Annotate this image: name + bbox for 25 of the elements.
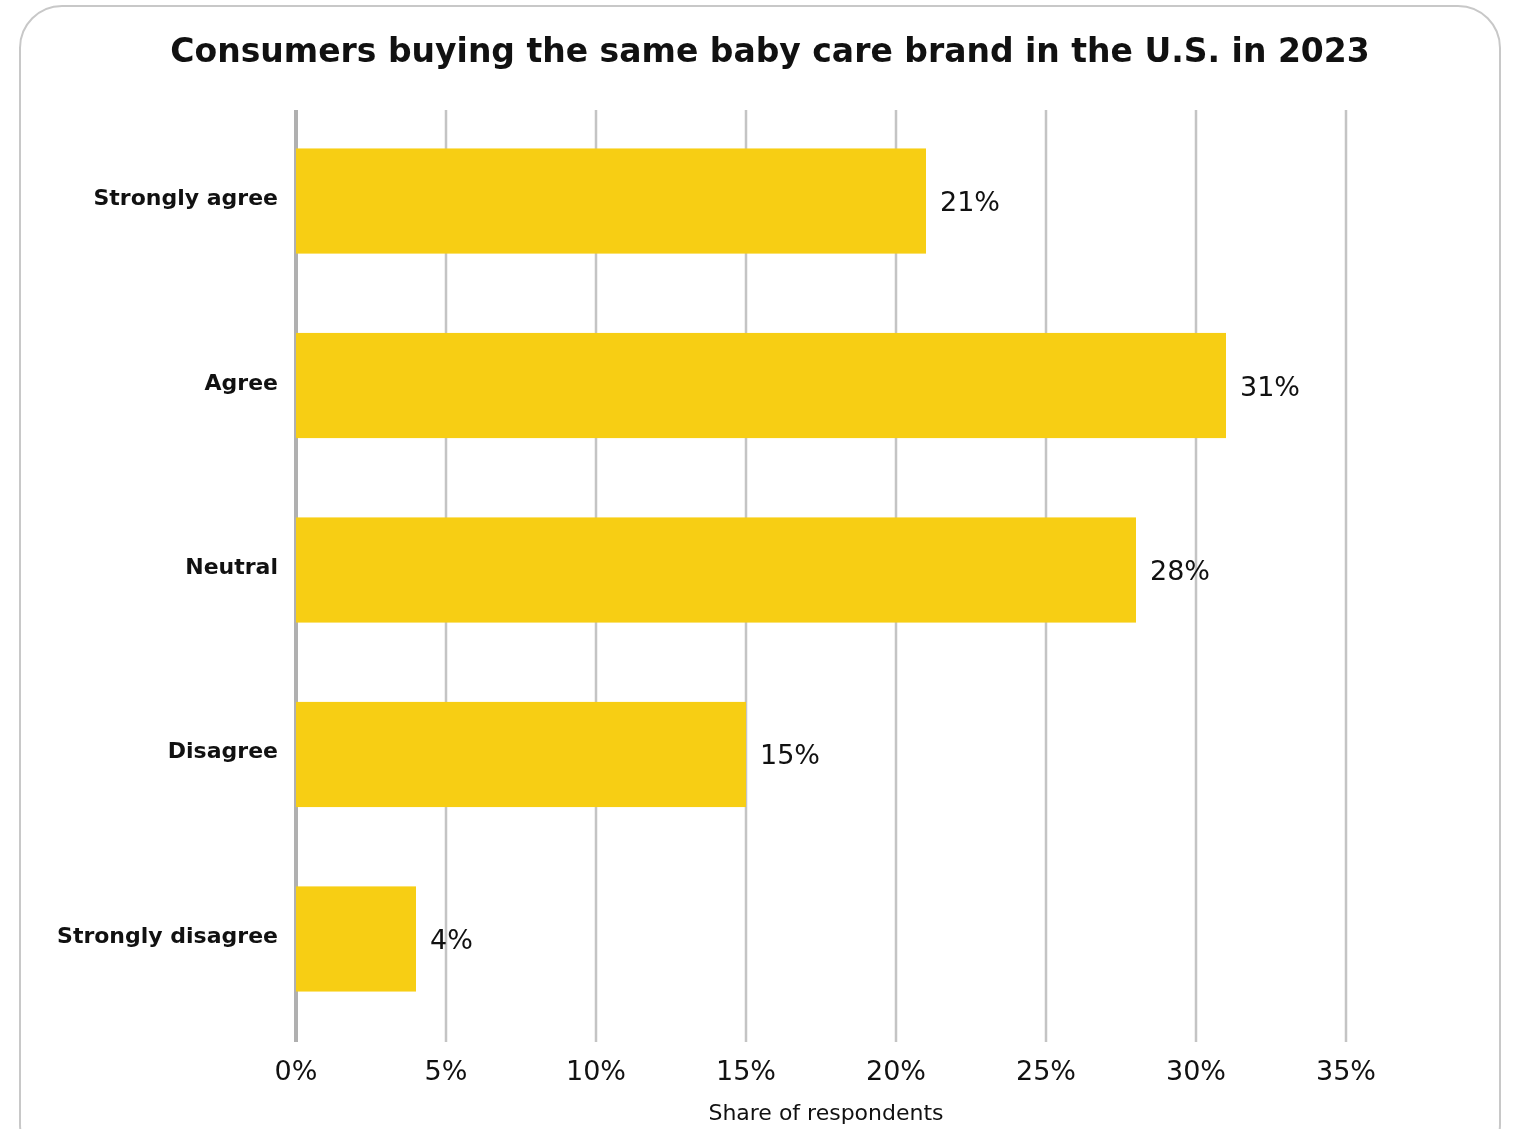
- x-tick-label: 15%: [715, 1055, 777, 1086]
- y-tick-label: Disagree: [167, 738, 278, 764]
- bar: [296, 517, 1136, 623]
- x-tick-label: 5%: [424, 1055, 468, 1086]
- bar: [296, 886, 416, 992]
- x-tick-label: 35%: [1315, 1055, 1377, 1086]
- bar: [296, 701, 746, 808]
- x-axis-title: Share of respondents: [708, 1100, 944, 1125]
- y-tick-label: Neutral: [185, 554, 278, 579]
- y-tick-label: Strongly disagree: [57, 922, 278, 948]
- bar: [296, 148, 926, 254]
- x-tick-label: 10%: [565, 1055, 627, 1086]
- x-tick-label: 0%: [274, 1055, 318, 1086]
- data-label: 15%: [760, 739, 821, 771]
- data-label: 28%: [1150, 555, 1211, 586]
- x-tick-label: 25%: [1015, 1055, 1077, 1086]
- data-label: 4%: [430, 923, 473, 955]
- chart-title: Consumers buying the same baby care brand in the U.S. in 2023: [170, 31, 1370, 70]
- x-tick-label: 30%: [1165, 1055, 1227, 1086]
- data-label: 21%: [940, 186, 1001, 218]
- data-label: 31%: [1240, 370, 1301, 402]
- x-tick-label: 20%: [865, 1055, 927, 1086]
- y-tick-label: Agree: [204, 369, 278, 395]
- bar: [296, 332, 1226, 439]
- y-tick-label: Strongly agree: [93, 185, 278, 211]
